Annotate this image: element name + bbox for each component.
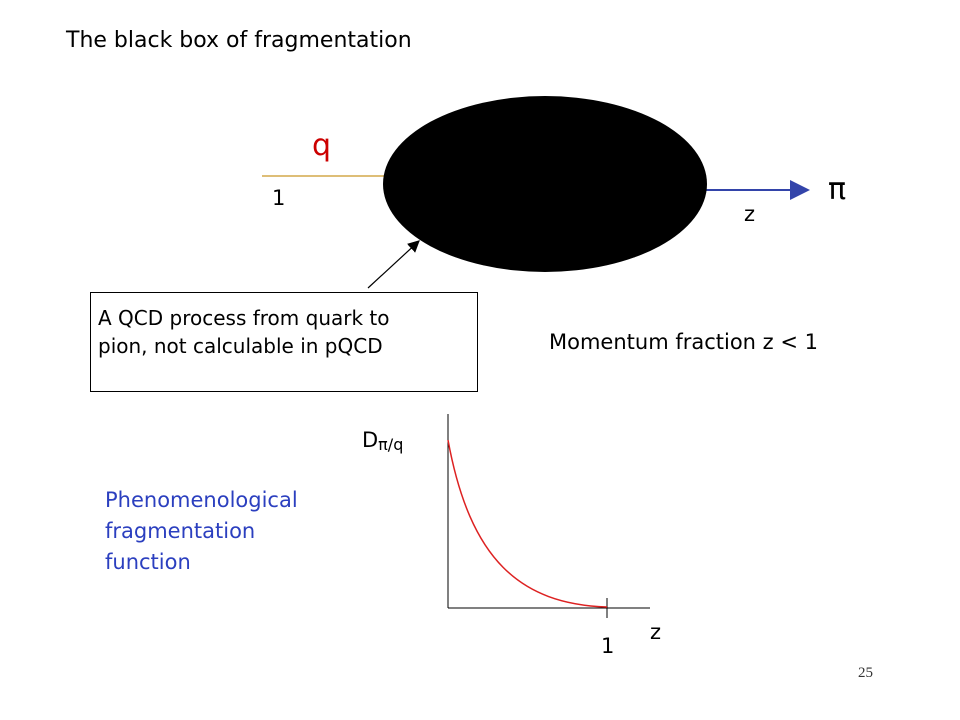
- plot-y-label: Dπ/q: [362, 428, 403, 454]
- plot-y-label-main: D: [362, 428, 379, 452]
- plot-caption-line-3: function: [105, 550, 191, 574]
- pion-momentum-label: z: [744, 202, 756, 226]
- slide-title: The black box of fragmentation: [66, 28, 412, 53]
- momentum-fraction-text: Momentum fraction z < 1: [549, 330, 819, 354]
- qcd-note-box: [90, 292, 478, 392]
- black-box-blob: [383, 96, 707, 272]
- page-number: 25: [858, 665, 873, 681]
- plot-x-tick-label: 1: [601, 634, 615, 658]
- qcd-note-line-1: A QCD process from quark to: [98, 306, 390, 330]
- quark-label: q: [312, 128, 332, 163]
- plot-caption-line-1: Phenomenological: [105, 488, 298, 512]
- pion-label: π: [828, 172, 847, 207]
- fragmentation-curve: [447, 439, 608, 608]
- plot-y-label-sub: π/q: [378, 435, 404, 454]
- plot-x-label: z: [650, 620, 662, 644]
- pointer-arrow: [367, 240, 420, 289]
- quark-momentum-label: 1: [272, 186, 286, 210]
- qcd-note-line-2: pion, not calculable in pQCD: [98, 334, 383, 358]
- plot-caption-line-2: fragmentation: [105, 519, 256, 543]
